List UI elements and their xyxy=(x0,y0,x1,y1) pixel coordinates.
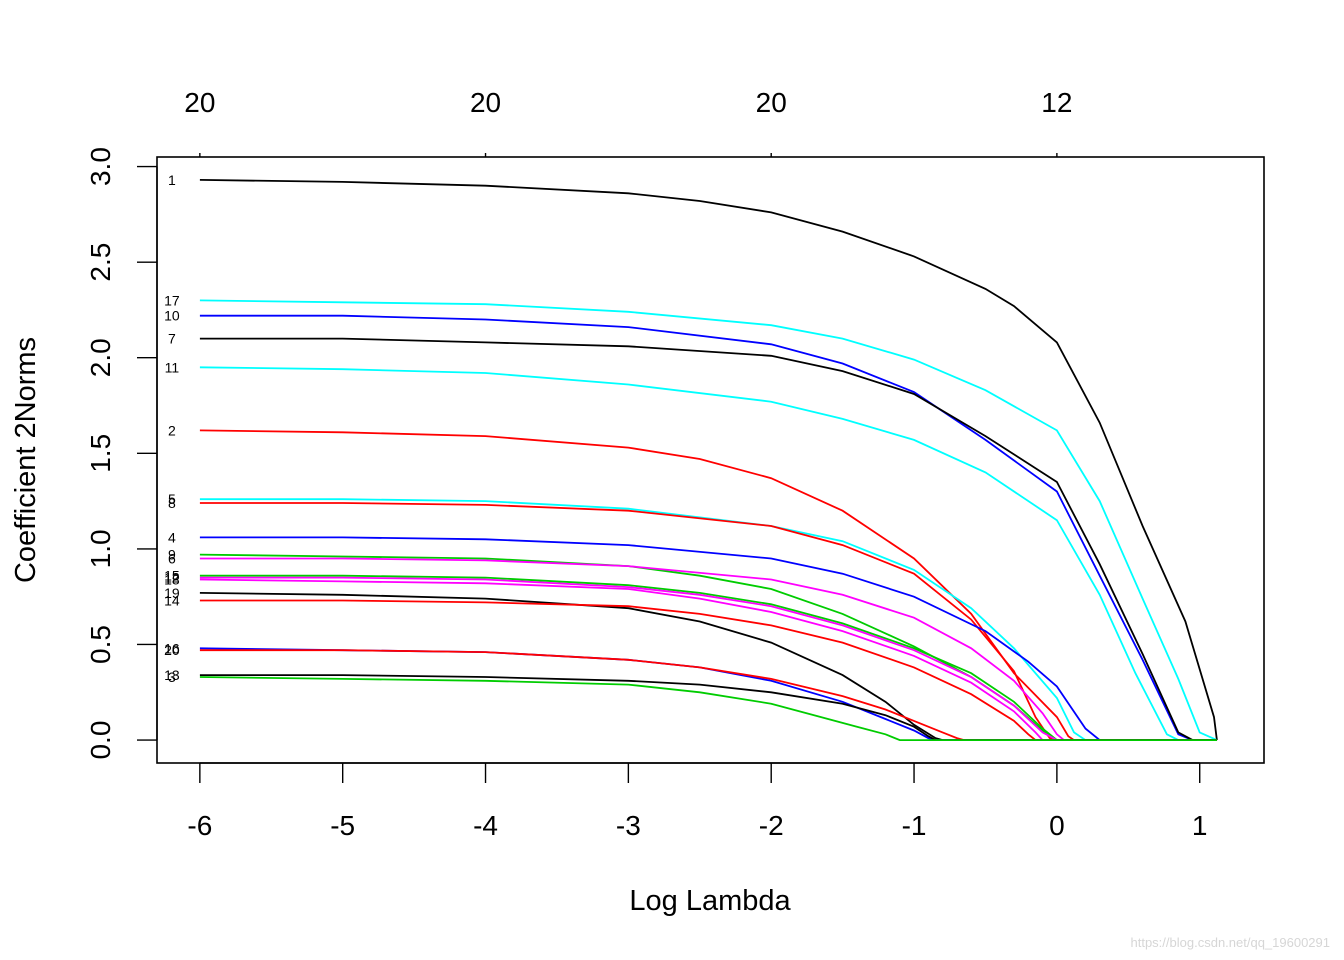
x-axis-bottom: -6 -5 -4 -3 -2 -1 0 1 xyxy=(187,762,1208,841)
top-tick-label: 20 xyxy=(470,87,501,118)
series-line-14 xyxy=(199,599,1217,741)
y-tick-label: 2.5 xyxy=(85,243,116,282)
y-tick-label: 1.5 xyxy=(85,434,116,473)
series-label-15: 15 xyxy=(164,568,180,584)
series-label-5: 5 xyxy=(168,491,176,507)
series-line-13 xyxy=(199,674,1217,741)
series-label-14: 14 xyxy=(164,593,180,609)
y-tick-label: 0.5 xyxy=(85,625,116,664)
x-tick-label: -1 xyxy=(902,810,927,841)
series-label-18: 18 xyxy=(164,571,180,587)
series-label-13: 13 xyxy=(164,667,180,683)
series-line-17 xyxy=(199,299,1218,741)
series-line-1 xyxy=(199,179,1218,741)
x-tick-label: -3 xyxy=(616,810,641,841)
series-label-11: 11 xyxy=(165,359,180,375)
x-tick-label: -5 xyxy=(330,810,355,841)
series-label-17: 17 xyxy=(164,292,180,308)
series-line-2 xyxy=(199,429,1217,741)
y-tick-label: 1.0 xyxy=(85,529,116,568)
y-tick-label: 2.0 xyxy=(85,338,116,377)
series-line-3 xyxy=(199,676,1217,741)
series-line-5 xyxy=(199,498,1217,741)
series-label-8: 8 xyxy=(168,495,176,511)
y-axis-title: Coefficient 2Norms xyxy=(10,337,42,583)
series-label-10: 10 xyxy=(164,308,180,324)
series-line-15 xyxy=(199,574,1217,741)
x-tick-label: -4 xyxy=(473,810,498,841)
series-line-6 xyxy=(199,557,1217,741)
series-label-9: 9 xyxy=(168,547,176,563)
series-line-9 xyxy=(199,553,1217,741)
x-tick-label: -2 xyxy=(759,810,784,841)
series-layer xyxy=(199,179,1218,741)
series-label-4: 4 xyxy=(168,529,176,545)
x-axis-title: Log Lambda xyxy=(629,885,791,917)
series-line-7 xyxy=(199,337,1217,741)
series-label-12: 12 xyxy=(164,570,180,586)
series-label-20: 20 xyxy=(164,642,180,658)
top-tick-label: 12 xyxy=(1041,87,1072,118)
series-label-3: 3 xyxy=(168,669,176,685)
x-tick-label: 0 xyxy=(1049,810,1065,841)
x-tick-label: 1 xyxy=(1192,810,1208,841)
series-label-1: 1 xyxy=(168,172,176,188)
series-line-12 xyxy=(199,576,1217,741)
series-line-18 xyxy=(199,578,1217,741)
series-line-4 xyxy=(199,536,1217,741)
series-line-20 xyxy=(199,649,1217,741)
x-axis-top: 20 20 20 12 xyxy=(184,87,1072,157)
series-label-6: 6 xyxy=(168,550,176,566)
series-label-19: 19 xyxy=(164,585,180,601)
plot-frame xyxy=(156,156,1265,764)
series-label-7: 7 xyxy=(168,331,176,347)
watermark-text: https://blog.csdn.net/qq_19600291 xyxy=(1130,935,1331,950)
x-tick-label: -6 xyxy=(187,810,212,841)
series-line-10 xyxy=(199,314,1217,741)
y-axis-left: 0.0 0.5 1.0 1.5 2.0 2.5 3.0 xyxy=(85,147,158,760)
y-tick-label: 3.0 xyxy=(85,147,116,186)
top-tick-label: 20 xyxy=(184,87,215,118)
top-tick-label: 20 xyxy=(756,87,787,118)
series-line-19 xyxy=(199,592,1217,741)
series-line-11 xyxy=(199,366,1217,741)
series-line-8 xyxy=(199,502,1217,741)
series-label-16: 16 xyxy=(164,640,180,656)
y-tick-label: 0.0 xyxy=(85,721,116,760)
series-label-2: 2 xyxy=(168,422,176,438)
